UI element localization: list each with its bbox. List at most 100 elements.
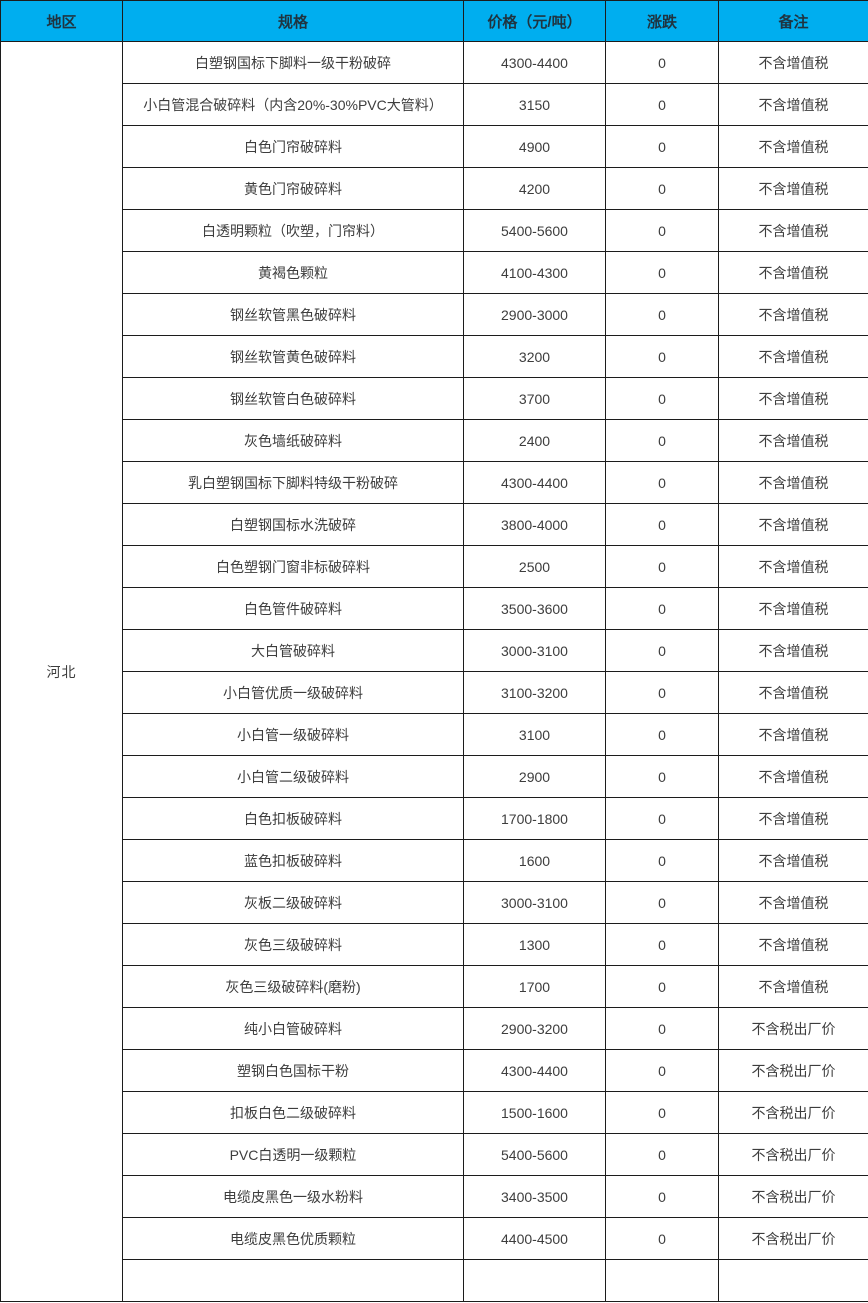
price-cell: 3100-3200 (463, 671, 606, 714)
price-cell: 3000-3100 (463, 629, 606, 672)
change-cell: 0 (605, 41, 719, 84)
note-cell: 不含增值税 (718, 251, 868, 294)
spec-cell: 白透明颗粒（吹塑，门帘料） (122, 209, 464, 252)
spec-cell: 大白管破碎料 (122, 629, 464, 672)
table-row: 电缆皮黑色一级水粉料 3400-3500 0 不含税出厂价 (1, 1175, 868, 1218)
spec-cell: 白塑钢国标下脚料一级干粉破碎 (122, 41, 464, 84)
note-cell: 不含增值税 (718, 503, 868, 546)
note-cell: 不含增值税 (718, 755, 868, 798)
price-cell: 4100-4300 (463, 251, 606, 294)
spec-cell: 钢丝软管黑色破碎料 (122, 293, 464, 336)
change-cell: 0 (605, 713, 719, 756)
spec-cell: PVC白透明一级颗粒 (122, 1133, 464, 1176)
price-cell: 4300-4400 (463, 41, 606, 84)
table-row: 扣板白色二级破碎料 1500-1600 0 不含税出厂价 (1, 1091, 868, 1134)
header-price: 价格（元/吨） (463, 0, 606, 42)
note-cell: 不含税出厂价 (718, 1217, 868, 1260)
table-row: 塑钢白色国标干粉 4300-4400 0 不含税出厂价 (1, 1049, 868, 1092)
spec-cell: 白色塑钢门窗非标破碎料 (122, 545, 464, 588)
note-cell: 不含增值税 (718, 41, 868, 84)
table-row: 小白管优质一级破碎料 3100-3200 0 不含增值税 (1, 671, 868, 714)
table-row: 纯小白管破碎料 2900-3200 0 不含税出厂价 (1, 1007, 868, 1050)
spec-cell: 灰色三级破碎料(磨粉) (122, 965, 464, 1008)
price-cell: 5400-5600 (463, 209, 606, 252)
table-row: 白色管件破碎料 3500-3600 0 不含增值税 (1, 587, 868, 630)
table-row: 灰色墙纸破碎料 2400 0 不含增值税 (1, 419, 868, 462)
header-row: 地区 规格 价格（元/吨） 涨跌 备注 (0, 0, 868, 42)
note-cell: 不含增值税 (718, 167, 868, 210)
table-row: 蓝色扣板破碎料 1600 0 不含增值税 (1, 839, 868, 882)
change-cell: 0 (605, 1133, 719, 1176)
table-row: 白透明颗粒（吹塑，门帘料） 5400-5600 0 不含增值税 (1, 209, 868, 252)
note-cell: 不含增值税 (718, 713, 868, 756)
note-cell: 不含增值税 (718, 965, 868, 1008)
change-cell: 0 (605, 1091, 719, 1134)
spec-cell: 电缆皮黑色一级水粉料 (122, 1175, 464, 1218)
change-cell: 0 (605, 1007, 719, 1050)
note-cell: 不含增值税 (718, 923, 868, 966)
note-cell: 不含增值税 (718, 629, 868, 672)
table-row: 白色塑钢门窗非标破碎料 2500 0 不含增值税 (1, 545, 868, 588)
spec-cell: 小白管一级破碎料 (122, 713, 464, 756)
table-row: 白色扣板破碎料 1700-1800 0 不含增值税 (1, 797, 868, 840)
note-cell: 不含增值税 (718, 293, 868, 336)
note-cell (718, 1259, 868, 1302)
note-cell: 不含增值税 (718, 881, 868, 924)
note-cell: 不含增值税 (718, 209, 868, 252)
spec-cell: 电缆皮黑色优质颗粒 (122, 1217, 464, 1260)
change-cell: 0 (605, 587, 719, 630)
table-row: 钢丝软管黄色破碎料 3200 0 不含增值税 (1, 335, 868, 378)
price-cell: 1700 (463, 965, 606, 1008)
change-cell: 0 (605, 251, 719, 294)
table-row: 灰板二级破碎料 3000-3100 0 不含增值税 (1, 881, 868, 924)
table-row: 河北 白塑钢国标下脚料一级干粉破碎 4300-4400 0 不含增值税 (0, 41, 868, 1302)
table-row: 小白管二级破碎料 2900 0 不含增值税 (1, 755, 868, 798)
header-note: 备注 (718, 0, 868, 42)
table-row: 小白管一级破碎料 3100 0 不含增值税 (1, 713, 868, 756)
change-cell: 0 (605, 209, 719, 252)
change-cell: 0 (605, 1217, 719, 1260)
price-cell: 3500-3600 (463, 587, 606, 630)
spec-cell: 小白管混合破碎料（内含20%-30%PVC大管料） (122, 83, 464, 126)
spec-cell (122, 1259, 464, 1302)
price-cell: 2400 (463, 419, 606, 462)
spec-cell: 乳白塑钢国标下脚料特级干粉破碎 (122, 461, 464, 504)
note-cell: 不含增值税 (718, 545, 868, 588)
note-cell: 不含税出厂价 (718, 1049, 868, 1092)
price-cell: 3700 (463, 377, 606, 420)
spec-cell: 黄色门帘破碎料 (122, 167, 464, 210)
note-cell: 不含增值税 (718, 83, 868, 126)
price-cell: 2900-3000 (463, 293, 606, 336)
header-change: 涨跌 (605, 0, 719, 42)
change-cell: 0 (605, 1175, 719, 1218)
table-row: 灰色三级破碎料 1300 0 不含增值税 (1, 923, 868, 966)
table-row: 乳白塑钢国标下脚料特级干粉破碎 4300-4400 0 不含增值税 (1, 461, 868, 504)
note-cell: 不含增值税 (718, 671, 868, 714)
change-cell: 0 (605, 545, 719, 588)
spec-cell: 灰板二级破碎料 (122, 881, 464, 924)
note-cell: 不含增值税 (718, 125, 868, 168)
price-cell: 2500 (463, 545, 606, 588)
spec-cell: 白色扣板破碎料 (122, 797, 464, 840)
spec-cell: 黄褐色颗粒 (122, 251, 464, 294)
table-row: 黄褐色颗粒 4100-4300 0 不含增值税 (1, 251, 868, 294)
note-cell: 不含税出厂价 (718, 1007, 868, 1050)
change-cell: 0 (605, 923, 719, 966)
change-cell: 0 (605, 1049, 719, 1092)
spec-cell: 钢丝软管白色破碎料 (122, 377, 464, 420)
spec-cell: 蓝色扣板破碎料 (122, 839, 464, 882)
change-cell: 0 (605, 461, 719, 504)
change-cell: 0 (605, 419, 719, 462)
change-cell: 0 (605, 797, 719, 840)
note-cell: 不含增值税 (718, 335, 868, 378)
price-cell: 1600 (463, 839, 606, 882)
spec-cell: 灰色墙纸破碎料 (122, 419, 464, 462)
price-cell: 4300-4400 (463, 1049, 606, 1092)
note-cell: 不含增值税 (718, 797, 868, 840)
note-cell: 不含增值税 (718, 587, 868, 630)
table-row: 白色门帘破碎料 4900 0 不含增值税 (1, 125, 868, 168)
price-cell: 2900-3200 (463, 1007, 606, 1050)
table-row: 钢丝软管白色破碎料 3700 0 不含增值税 (1, 377, 868, 420)
